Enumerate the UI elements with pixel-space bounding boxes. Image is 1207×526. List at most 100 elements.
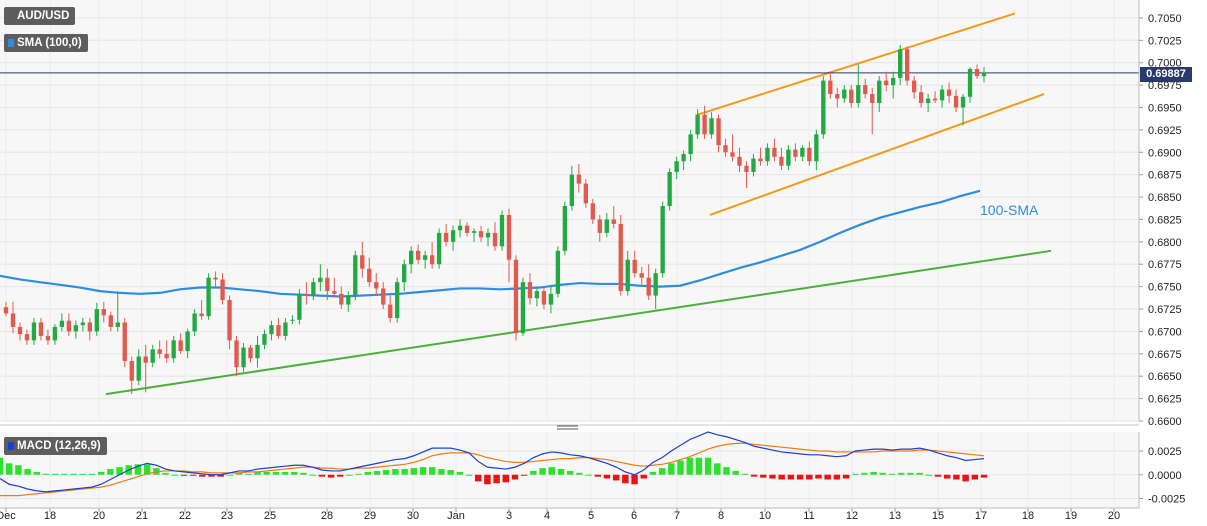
date-tick-label: 8 xyxy=(718,510,724,522)
macd-histogram-bar xyxy=(42,473,50,475)
macd-histogram-bar xyxy=(107,469,114,475)
candle-body xyxy=(311,282,316,296)
candle-body xyxy=(667,171,672,207)
macd-histogram-bar xyxy=(318,474,326,477)
candle-body xyxy=(115,322,120,327)
candle-body xyxy=(101,309,106,316)
macd-histogram-bar xyxy=(879,472,887,475)
macd-histogram-bar xyxy=(189,474,197,476)
macd-histogram-bar xyxy=(502,474,510,483)
candle-body xyxy=(604,219,609,233)
date-tick-label: 15 xyxy=(932,510,944,522)
candle-body xyxy=(877,80,882,104)
candle-body xyxy=(960,96,966,108)
candle-body xyxy=(534,291,540,299)
candle-body xyxy=(674,161,679,172)
macd-histogram-bar xyxy=(79,473,86,475)
macd-histogram-bar xyxy=(539,468,546,475)
candle-body xyxy=(807,147,812,162)
price-tick-label: 0.7050 xyxy=(1148,13,1182,25)
macd-histogram-bar xyxy=(143,464,151,475)
candle-body xyxy=(842,89,847,99)
candle-body xyxy=(297,293,302,320)
macd-histogram-bar xyxy=(576,472,583,475)
price-tick-label: 0.6750 xyxy=(1148,282,1182,294)
candle-body xyxy=(611,219,616,224)
macd-histogram-bar xyxy=(530,470,537,475)
channel-upper-line xyxy=(697,12,1016,116)
candle-body xyxy=(555,250,561,294)
macd-histogram-bar xyxy=(199,474,206,477)
candle-body xyxy=(828,80,833,95)
macd-histogram-bar xyxy=(355,473,362,475)
candle-body xyxy=(381,288,386,305)
macd-signal-line xyxy=(0,442,985,497)
date-tick-label: 22 xyxy=(179,510,191,522)
candle-body xyxy=(283,322,288,336)
date-tick-label: 18 xyxy=(44,510,56,522)
candle-body xyxy=(548,293,554,305)
macd-histogram-bar xyxy=(852,473,859,475)
candle-body xyxy=(590,203,595,220)
macd-histogram-bar xyxy=(695,457,703,475)
macd-histogram-bar xyxy=(943,474,951,479)
symbol-badge[interactable]: AUD/USD xyxy=(4,7,76,25)
date-tick-label: 5 xyxy=(588,510,594,522)
candle-body xyxy=(436,232,442,265)
macd-histogram-bar xyxy=(631,474,638,485)
macd-histogram-bar xyxy=(162,472,169,475)
macd-histogram-bar xyxy=(70,473,77,475)
candle-body xyxy=(863,85,868,95)
candles-group[interactable] xyxy=(3,44,987,395)
macd-histogram-bar xyxy=(447,470,454,475)
macd-histogram-bar xyxy=(373,470,381,475)
macd-badge[interactable]: MACD (12,26,9) xyxy=(4,437,107,455)
macd-histogram-bar xyxy=(346,474,353,476)
macd-plot-bg xyxy=(0,432,1139,508)
candle-body xyxy=(974,68,980,77)
last-price-tag: 0.69887 xyxy=(1140,67,1192,82)
price-tick-label: 0.7000 xyxy=(1148,58,1182,70)
pane-divider[interactable] xyxy=(0,424,1139,430)
macd-histogram-bar xyxy=(484,474,491,485)
candle-body xyxy=(800,147,805,157)
candle-body xyxy=(395,282,400,318)
macd-histogram-bar xyxy=(401,469,408,475)
candle-body xyxy=(213,277,218,280)
candle-body xyxy=(457,225,463,231)
candle-body xyxy=(478,231,484,238)
candle-body xyxy=(192,313,197,332)
macd-histogram-bar xyxy=(5,463,13,475)
candle-body xyxy=(59,320,65,327)
macd-histogram-bar xyxy=(677,460,684,475)
macd-histogram-bar xyxy=(51,473,59,475)
candle-body xyxy=(199,313,204,317)
candle-body xyxy=(178,340,183,352)
channel-lower-line xyxy=(709,93,1045,216)
candle-body xyxy=(136,356,141,381)
candle-body xyxy=(898,49,903,78)
macd-histogram-bar xyxy=(474,474,482,482)
price-tick-label: 0.6925 xyxy=(1148,125,1182,137)
candle-body xyxy=(248,347,253,359)
price-tick-label: 0.6850 xyxy=(1148,192,1182,204)
trendlines xyxy=(0,12,1139,396)
candle-body xyxy=(499,214,505,247)
candle-body xyxy=(793,149,798,157)
sma-badge[interactable]: SMA (100,0) xyxy=(4,34,88,52)
date-tick-label: 29 xyxy=(364,510,376,522)
candle-body xyxy=(814,134,819,162)
price-tick-label: 0.6875 xyxy=(1148,170,1182,182)
candle-body xyxy=(255,344,260,359)
date-tick-label: 4 xyxy=(544,510,550,522)
price-tick-label: 0.6650 xyxy=(1148,371,1182,383)
macd-histogram-bar xyxy=(97,471,105,475)
macd-line xyxy=(0,431,985,493)
candle-body xyxy=(932,98,938,101)
macd-histogram-bar xyxy=(861,472,868,475)
candle-body xyxy=(506,214,512,260)
macd-histogram-bar xyxy=(327,474,335,478)
macd-tick-label: 0.0000 xyxy=(1148,470,1182,482)
macd-histogram-bar xyxy=(796,474,804,480)
